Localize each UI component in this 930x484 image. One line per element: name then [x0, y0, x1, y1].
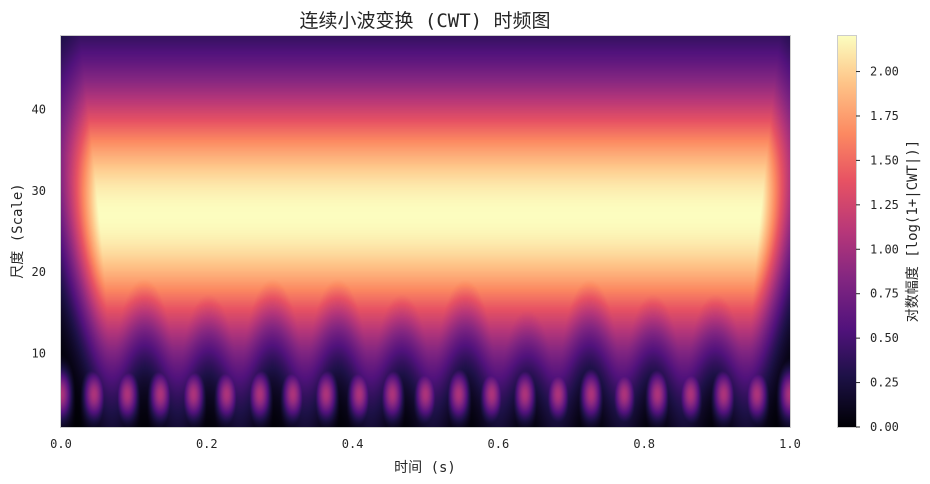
plot-frame — [60, 35, 791, 428]
colorbar-ticks: 0.00 0.25 0.50 0.75 1.00 1.25 1.50 1.75 2.00 — [856, 65, 899, 434]
x-tick-label: 0.2 — [196, 437, 218, 451]
colorbar-tick-label: 0.75 — [870, 287, 899, 301]
chart-title: 连续小波变换 (CWT) 时频图 — [299, 10, 550, 32]
y-tick-label: 10 — [32, 347, 46, 361]
x-tick-label: 0.6 — [488, 437, 510, 451]
y-axis-ticks: 10 20 30 40 — [32, 102, 46, 360]
x-axis-ticks: 0.0 0.2 0.4 0.6 0.8 1.0 — [50, 437, 801, 451]
colorbar-tick-label: 1.50 — [870, 153, 899, 167]
colorbar-tick-label: 2.00 — [870, 65, 899, 79]
y-tick-label: 20 — [32, 265, 46, 279]
x-tick-label: 1.0 — [779, 437, 801, 451]
colorbar-tick-label: 0.50 — [870, 331, 899, 345]
x-tick-label: 0.0 — [50, 437, 72, 451]
x-tick-label: 0.4 — [342, 437, 364, 451]
colorbar-tick-label: 1.25 — [870, 198, 899, 212]
y-tick-label: 40 — [32, 102, 46, 116]
x-tick-label: 0.8 — [633, 437, 655, 451]
colorbar-label: 对数幅度 [log(1+|CWT|)] — [905, 140, 921, 322]
colorbar-gradient — [838, 36, 856, 427]
colorbar-tick-label: 1.00 — [870, 242, 899, 256]
colorbar-tick-label: 1.75 — [870, 109, 899, 123]
colorbar-tick-label: 0.25 — [870, 376, 899, 390]
y-axis-label: 尺度 (Scale) — [10, 183, 26, 278]
heatmap-canvas — [61, 36, 790, 427]
heatmap-plot-area — [61, 36, 790, 427]
y-tick-label: 30 — [32, 184, 46, 198]
colorbar-frame — [837, 35, 857, 428]
x-axis-label: 时间 (s) — [394, 460, 456, 476]
colorbar-tick-label: 0.00 — [870, 420, 899, 434]
